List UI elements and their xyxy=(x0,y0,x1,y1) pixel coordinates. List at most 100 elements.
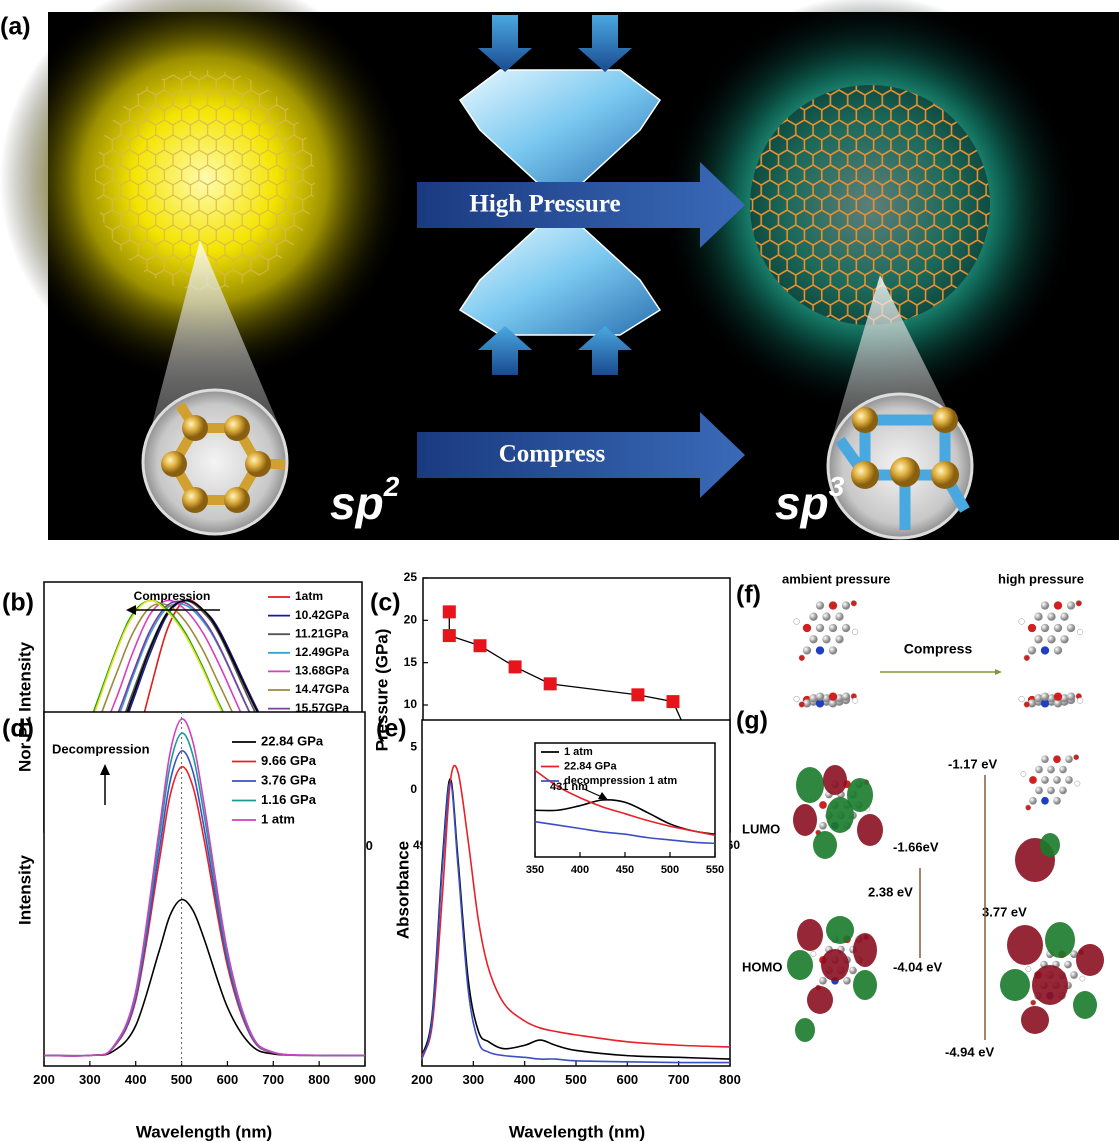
atom xyxy=(828,601,838,610)
point xyxy=(508,660,522,674)
energy-label: -4.04 eV xyxy=(893,959,942,974)
y-axis-label: Nor PL Intensity xyxy=(15,641,34,772)
atom xyxy=(828,646,838,655)
panel-a: (a) High Pressure Compress sp2 sp3 xyxy=(0,0,1119,540)
legend-label: 10.42GPa xyxy=(295,608,349,622)
x-tick-label: 350 xyxy=(526,864,544,876)
series-line xyxy=(43,898,366,1057)
legend-label: 1 atm xyxy=(564,746,593,758)
orbital-lobe xyxy=(1040,833,1060,857)
atom xyxy=(819,821,827,830)
annotation: Compression xyxy=(134,589,211,603)
atom xyxy=(1047,786,1055,795)
atom xyxy=(1070,950,1078,959)
orbital-lobe xyxy=(1021,1006,1049,1034)
atom xyxy=(850,600,857,607)
x-tick-label: 400 xyxy=(571,864,589,876)
orbital-lobe xyxy=(1032,965,1068,1005)
orbital-lobe xyxy=(823,765,847,795)
x-tick-label: 200 xyxy=(411,1072,433,1087)
arrow-label: Compress xyxy=(904,641,973,657)
panel-label: (c) xyxy=(370,589,401,617)
atom xyxy=(1065,755,1073,764)
atom xyxy=(1076,697,1084,704)
atom xyxy=(1029,776,1037,784)
atom xyxy=(1079,975,1086,982)
x-axis-label: Wavelength (nm) xyxy=(509,1122,645,1141)
series-line xyxy=(43,718,366,1057)
point xyxy=(666,695,680,709)
atom xyxy=(809,694,818,703)
atom xyxy=(1040,623,1050,633)
atom xyxy=(822,612,831,621)
atom xyxy=(841,601,851,610)
atom xyxy=(1040,699,1050,708)
atom xyxy=(822,694,831,703)
atom xyxy=(1053,646,1063,655)
orbital-lobe xyxy=(813,831,837,859)
atom xyxy=(1047,694,1056,703)
legend-label: 22.84 GPa xyxy=(564,760,617,772)
atom xyxy=(1034,694,1043,703)
atom xyxy=(1053,692,1063,701)
atom xyxy=(1074,780,1081,787)
atom xyxy=(1041,776,1049,784)
atom xyxy=(809,612,818,621)
atom xyxy=(1027,646,1037,655)
panel-label: (d) xyxy=(2,715,34,743)
energy-label: -1.17 eV xyxy=(948,756,997,771)
annotation: Decompression xyxy=(52,741,150,756)
atom xyxy=(1040,646,1050,655)
chart: (d) 200 300 400 500 600 700 800 900 Wavelength (n… xyxy=(2,711,376,1141)
legend-label: 1.16 GPa xyxy=(261,792,317,807)
atom xyxy=(1070,971,1078,979)
atom xyxy=(1053,623,1063,633)
atom xyxy=(798,654,805,662)
orbital-lobe xyxy=(1007,925,1043,965)
orbital-lobe xyxy=(796,767,824,803)
point xyxy=(442,605,456,619)
atom xyxy=(841,692,851,701)
x-tick-label: 400 xyxy=(125,1072,147,1087)
atom xyxy=(1053,776,1061,784)
nanodot-lattice xyxy=(750,85,990,325)
state-sup: 3 xyxy=(829,471,845,502)
y-tick-label: 25 xyxy=(404,570,418,584)
atom xyxy=(1027,699,1037,708)
atom xyxy=(802,623,812,633)
x-tick-label: 200 xyxy=(33,1072,55,1087)
atom xyxy=(1060,612,1069,621)
arrow-head xyxy=(100,764,110,775)
atom xyxy=(1060,694,1069,703)
series-line xyxy=(421,781,731,1064)
x-tick-label: 550 xyxy=(706,864,724,876)
atom xyxy=(815,699,825,708)
atom xyxy=(1040,692,1050,701)
atom xyxy=(1020,771,1027,777)
point xyxy=(442,629,456,643)
plot-frame xyxy=(43,711,366,1067)
diamond-anvil xyxy=(458,224,662,336)
x-tick-label: 800 xyxy=(308,1072,330,1087)
panel-label: (e) xyxy=(376,715,407,743)
legend-label: 12.49GPa xyxy=(295,645,349,659)
legend-label: decompression 1 atm xyxy=(564,775,677,787)
condition-label: ambient pressure xyxy=(782,571,890,586)
x-tick-label: 500 xyxy=(565,1072,587,1087)
atom xyxy=(1027,623,1037,633)
x-tick-label: 800 xyxy=(719,1072,741,1087)
orbital-lobe xyxy=(1076,944,1104,976)
arrow-head xyxy=(995,669,1002,675)
nanodot xyxy=(95,70,315,290)
y-tick-label: 10 xyxy=(404,697,418,711)
y-tick-label: 15 xyxy=(404,655,418,669)
annotation: 431 nm xyxy=(550,781,588,793)
atom xyxy=(1034,612,1043,621)
panel-f: (f) ambient pressure high pressure Compr… xyxy=(736,571,1084,708)
x-tick-label: 900 xyxy=(354,1072,376,1087)
state-label: sp3 xyxy=(775,471,845,529)
process-arrow xyxy=(417,412,745,498)
atom xyxy=(851,628,859,636)
atom xyxy=(815,623,825,633)
x-tick-label: 600 xyxy=(217,1072,239,1087)
